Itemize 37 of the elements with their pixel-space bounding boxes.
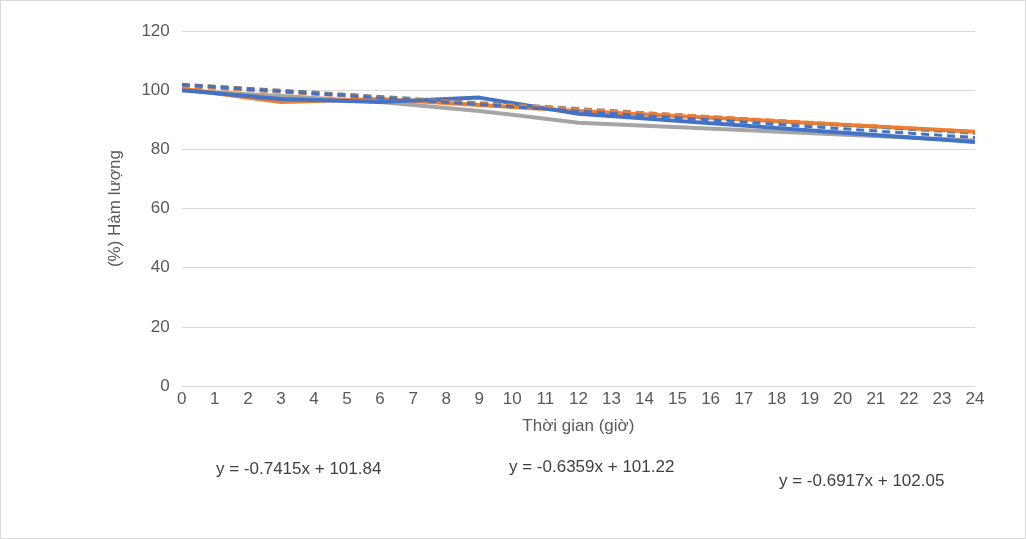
x-tick-label: 8 (441, 389, 451, 409)
x-tick-label: 6 (375, 389, 385, 409)
x-tick-label: 4 (309, 389, 319, 409)
x-tick-label: 18 (767, 389, 787, 409)
x-tick-label: 22 (899, 389, 919, 409)
x-tick-label: 3 (276, 389, 286, 409)
x-tick-label: 23 (932, 389, 952, 409)
x-tick-label: 20 (833, 389, 853, 409)
text: y = -0.6359x + 101.22 (509, 457, 675, 477)
x-tick-label: 15 (668, 389, 687, 409)
x-tick-label: 12 (568, 389, 588, 409)
y-tick-label: 120 (141, 20, 170, 40)
x-tick-label: 9 (474, 389, 484, 409)
text: y = -0.7415x + 101.84 (216, 459, 382, 479)
x-tick-label: 1 (210, 389, 220, 409)
x-tick-label: 5 (342, 389, 352, 409)
x-tick-label: 24 (965, 389, 985, 409)
x-tick-label: 17 (734, 389, 754, 409)
x-tick-label: 11 (536, 389, 555, 409)
x-tick-label: 0 (177, 389, 187, 409)
y-tick-label: 40 (150, 257, 170, 277)
y-tick-label: 20 (150, 316, 170, 336)
x-tick-label: 10 (502, 389, 522, 409)
x-tick-label: 7 (408, 389, 418, 409)
y-tick-label: 80 (150, 139, 170, 159)
y-tick-label: 0 (160, 375, 170, 395)
x-tick-label: 2 (243, 389, 253, 409)
x-tick-label: 14 (635, 389, 654, 409)
x-tick-label: 16 (701, 389, 721, 409)
x-tick-label: 21 (866, 389, 886, 409)
y-tick-label: 100 (141, 79, 170, 99)
x-tick-label: 19 (800, 389, 820, 409)
y-tick-label: 60 (150, 198, 170, 218)
x-tick-label: 13 (601, 389, 621, 409)
text: y = -0.6917x + 102.05 (779, 471, 945, 491)
x-axis-title: Thời gian (giờ) (522, 416, 635, 436)
y-axis-title: (%) Hàm lượng (104, 150, 124, 268)
